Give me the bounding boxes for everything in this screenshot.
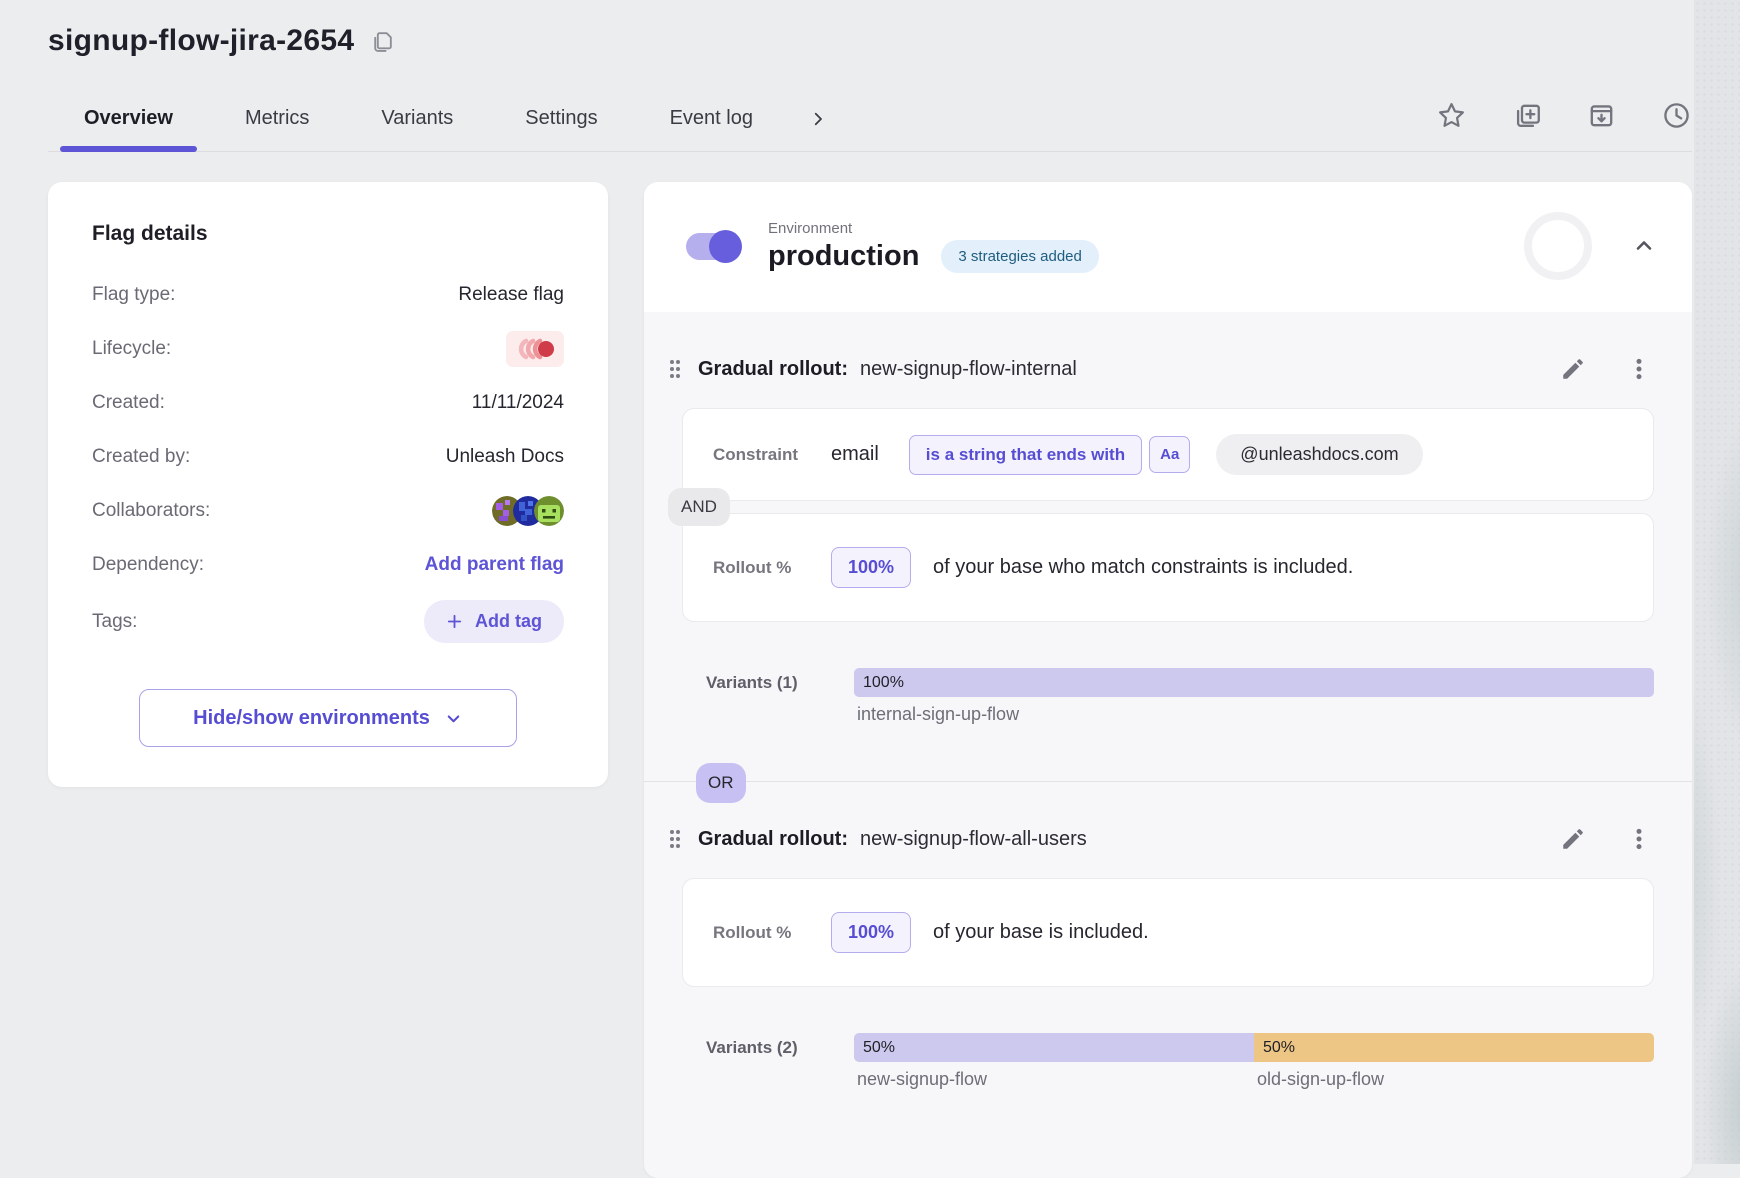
created-label: Created:	[92, 392, 165, 413]
page-title: signup-flow-jira-2654	[48, 24, 355, 57]
created-by-row: Created by: Unleash Docs	[92, 438, 564, 476]
plus-icon	[446, 613, 463, 630]
edit-strategy-pencil-icon[interactable]	[1560, 826, 1586, 852]
drag-handle-icon[interactable]	[666, 356, 684, 382]
edit-strategy-pencil-icon[interactable]	[1560, 356, 1586, 382]
strategies-count-badge: 3 strategies added	[941, 239, 1099, 273]
lifecycle-stage-live-icon[interactable]	[506, 331, 564, 367]
tab-event-log[interactable]: Event log	[669, 107, 753, 129]
collaborators-row: Collaborators:	[92, 492, 564, 530]
created-row: Created: 11/11/2024	[92, 384, 564, 422]
or-connector-chip: OR	[696, 763, 746, 803]
created-by-value: Unleash Docs	[445, 446, 564, 467]
copy-add-icon[interactable]	[1511, 100, 1542, 131]
hide-show-environments-button[interactable]: Hide/show environments	[139, 689, 517, 747]
environment-card: Environment production 3 strategies adde…	[644, 182, 1692, 1178]
created-by-label: Created by:	[92, 446, 191, 467]
strategy-menu-kebab-icon[interactable]	[1626, 826, 1652, 852]
chevron-right-icon	[809, 110, 827, 128]
environment-label: Environment	[768, 219, 853, 237]
flag-type-value: Release flag	[458, 284, 564, 305]
rollout-box: Rollout % 100% of your base who match co…	[682, 513, 1654, 622]
flag-details-heading: Flag details	[92, 222, 208, 245]
collaborator-avatar	[534, 496, 564, 526]
environment-name: production	[768, 239, 920, 272]
flag-actions	[1436, 86, 1692, 145]
environment-toggle[interactable]	[686, 229, 742, 263]
variant-segment: 50%	[1254, 1033, 1654, 1062]
variants-section: Variants (1) 100% internal-sign-up-flow	[644, 668, 1692, 725]
tags-label: Tags:	[92, 610, 138, 632]
flag-type-label: Flag type:	[92, 284, 176, 305]
rollout-percent-pill: 100%	[831, 912, 912, 953]
variants-bar: 50% 50%	[854, 1033, 1654, 1062]
rollout-box: Rollout % 100% of your base is included.	[682, 878, 1654, 987]
environment-header: Environment production 3 strategies adde…	[644, 182, 1692, 312]
variants-label: Variants (2)	[706, 1038, 798, 1057]
case-sensitivity-pill[interactable]: Aa	[1149, 436, 1191, 473]
favorite-star-icon[interactable]	[1436, 100, 1467, 131]
rollout-description: of your base who match constraints is in…	[933, 556, 1354, 578]
flag-details-card: Flag details Flag type: Release flag Lif…	[48, 182, 608, 787]
strategy-menu-kebab-icon[interactable]	[1626, 356, 1652, 382]
tab-settings[interactable]: Settings	[525, 107, 598, 129]
chevron-up-icon[interactable]	[1632, 234, 1656, 258]
and-connector-chip: AND	[668, 488, 730, 526]
drag-handle-icon[interactable]	[666, 826, 684, 852]
strategy-separator: OR	[644, 763, 1692, 803]
dependency-label: Dependency:	[92, 554, 204, 575]
metrics-ring	[1524, 212, 1592, 280]
variants-bar: 100%	[854, 668, 1654, 697]
variant-name: internal-sign-up-flow	[857, 704, 1020, 724]
background-texture	[1694, 0, 1740, 1164]
add-parent-flag-link[interactable]: Add parent flag	[424, 554, 564, 575]
tab-overview[interactable]: Overview	[48, 86, 209, 152]
rollout-description: of your base is included.	[933, 921, 1149, 943]
history-icon[interactable]	[1661, 100, 1692, 131]
variant-name: new-signup-flow	[857, 1069, 988, 1089]
flag-type-row: Flag type: Release flag	[92, 276, 564, 314]
dependency-row: Dependency: Add parent flag	[92, 546, 564, 584]
strategy-type-label: Gradual rollout:	[698, 357, 848, 380]
constraint-label: Constraint	[713, 444, 798, 464]
add-tag-button[interactable]: Add tag	[424, 600, 564, 643]
lifecycle-row: Lifecycle:	[92, 330, 564, 368]
variants-label: Variants (1)	[706, 673, 798, 692]
variants-section: Variants (2) 50% 50% new-signup-flow old…	[644, 1033, 1692, 1090]
strategy-name: new-signup-flow-all-users	[860, 827, 1087, 850]
constraint-box: Constraint email is a string that ends w…	[682, 408, 1654, 501]
collaborators-label: Collaborators:	[92, 500, 211, 521]
archive-icon[interactable]	[1586, 100, 1617, 131]
tab-metrics[interactable]: Metrics	[244, 107, 310, 129]
rollout-label: Rollout %	[713, 557, 792, 577]
constraint-operator-pill[interactable]: is a string that ends with	[908, 434, 1143, 475]
variant-name: old-sign-up-flow	[1257, 1069, 1385, 1089]
collaborator-avatar	[513, 496, 543, 526]
strategy-name: new-signup-flow-internal	[860, 357, 1077, 380]
chevron-down-icon	[444, 709, 463, 728]
constraint-value-chip: @unleashdocs.com	[1216, 434, 1423, 475]
tags-row: Tags: Add tag	[92, 600, 564, 643]
strategy-header: Gradual rollout: new-signup-flow-interna…	[644, 356, 1692, 382]
tabs-overflow-button[interactable]	[789, 86, 847, 151]
toggle-knob	[709, 229, 742, 263]
tab-variants[interactable]: Variants	[381, 107, 454, 129]
constraint-context-field: email	[831, 443, 879, 465]
strategy-type-label: Gradual rollout:	[698, 827, 848, 850]
rollout-label: Rollout %	[713, 922, 792, 942]
copy-name-icon[interactable]	[370, 29, 395, 54]
page-header: signup-flow-jira-2654 Overview Metrics V…	[0, 0, 1740, 152]
variant-segment: 100%	[854, 668, 1654, 697]
variant-segment: 50%	[854, 1033, 1254, 1062]
strategies-list: Gradual rollout: new-signup-flow-interna…	[644, 312, 1692, 1130]
collaborator-avatar	[492, 496, 522, 526]
collaborator-avatars[interactable]	[492, 496, 564, 526]
rollout-percent-pill: 100%	[831, 547, 912, 588]
created-value: 11/11/2024	[471, 392, 564, 413]
content-area: Flag details Flag type: Release flag Lif…	[0, 152, 1740, 1178]
tab-bar: Overview Metrics Variants Settings Event…	[48, 86, 1692, 152]
strategy-header: Gradual rollout: new-signup-flow-all-use…	[644, 826, 1692, 852]
lifecycle-label: Lifecycle:	[92, 338, 172, 359]
